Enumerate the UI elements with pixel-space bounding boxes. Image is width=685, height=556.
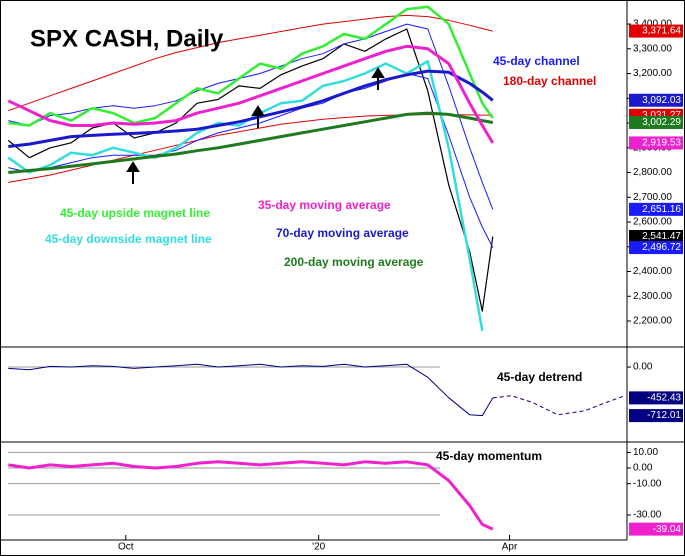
- y-tick-label: 3,400.00: [633, 19, 672, 30]
- legend-label: 45-day downside magnet line: [45, 232, 212, 246]
- value-box: [629, 241, 683, 255]
- y-tick-label: 2,600.00: [633, 217, 672, 228]
- value-label: -39.04: [653, 524, 682, 535]
- y-tick-label: -30.00: [633, 510, 662, 521]
- series-line: [8, 111, 494, 174]
- series-line: [492, 395, 626, 416]
- y-tick-label: 3,300.00: [633, 43, 672, 54]
- y-tick-label: 3,200.00: [633, 68, 672, 79]
- legend-label: 180-day channel: [503, 74, 596, 88]
- y-tick-label: 2,400.00: [633, 266, 672, 277]
- value-box: [629, 522, 683, 536]
- series-line: [8, 5, 494, 127]
- value-box: [629, 115, 683, 129]
- value-label: 2,541.47: [642, 231, 681, 242]
- legend-label: 45-day upside magnet line: [60, 206, 210, 220]
- value-label: -452.43: [647, 393, 681, 404]
- series-line: [8, 69, 494, 148]
- x-tick-label: Apr: [502, 542, 518, 553]
- arrow-head: [251, 105, 265, 116]
- value-label: 2,919.53: [642, 138, 681, 149]
- y-tick-label: 2,300.00: [633, 291, 672, 302]
- y-tick-label: 10.00: [633, 447, 658, 458]
- value-label: 3,371.64: [642, 26, 681, 37]
- series-line: [8, 460, 494, 531]
- value-label: 3,031.27: [642, 110, 681, 121]
- y-tick-label: -10.00: [633, 478, 662, 489]
- x-tick-label: '20: [312, 542, 325, 553]
- chart-title: SPX CASH, Daily: [30, 25, 224, 52]
- value-label: 3,002.29: [642, 117, 681, 128]
- value-box: [629, 136, 683, 150]
- value-box: [629, 229, 683, 243]
- y-tick-label: 0.00: [633, 362, 653, 373]
- arrows: [126, 67, 385, 184]
- value-box: [629, 202, 683, 216]
- legend-label: 70-day moving average: [276, 226, 409, 240]
- value-box: [629, 391, 683, 405]
- y-tick-label: 2,700.00: [633, 192, 672, 203]
- value-box: [629, 93, 683, 107]
- y-tick-label: 2,800.00: [633, 167, 672, 178]
- arrow-head: [126, 161, 140, 172]
- series-line: [7, 44, 495, 144]
- legend-label: 45-day channel: [493, 54, 580, 68]
- x-tick-label: Oct: [118, 542, 134, 553]
- series-line: [8, 363, 494, 417]
- legend-label: 35-day moving average: [258, 198, 391, 212]
- series-line: [7, 28, 494, 312]
- legend-label: 45-day momentum: [436, 449, 542, 463]
- value-label: -712.01: [647, 410, 681, 421]
- y-tick-label: 2,200.00: [633, 316, 672, 327]
- series-line: [8, 73, 494, 248]
- plot-area: [7, 5, 626, 531]
- value-box: [629, 409, 683, 423]
- arrow-head: [371, 67, 385, 78]
- legend-label: 200-day moving average: [284, 255, 424, 269]
- value-box: [629, 24, 683, 38]
- value-label: 2,496.72: [642, 242, 681, 253]
- legend-label: 45-day detrend: [497, 370, 582, 384]
- y-tick-label: 0.00: [633, 463, 653, 474]
- series-line: [8, 14, 493, 112]
- value-label: 3,092.03: [642, 95, 681, 106]
- value-label: 2,651.16: [642, 204, 681, 215]
